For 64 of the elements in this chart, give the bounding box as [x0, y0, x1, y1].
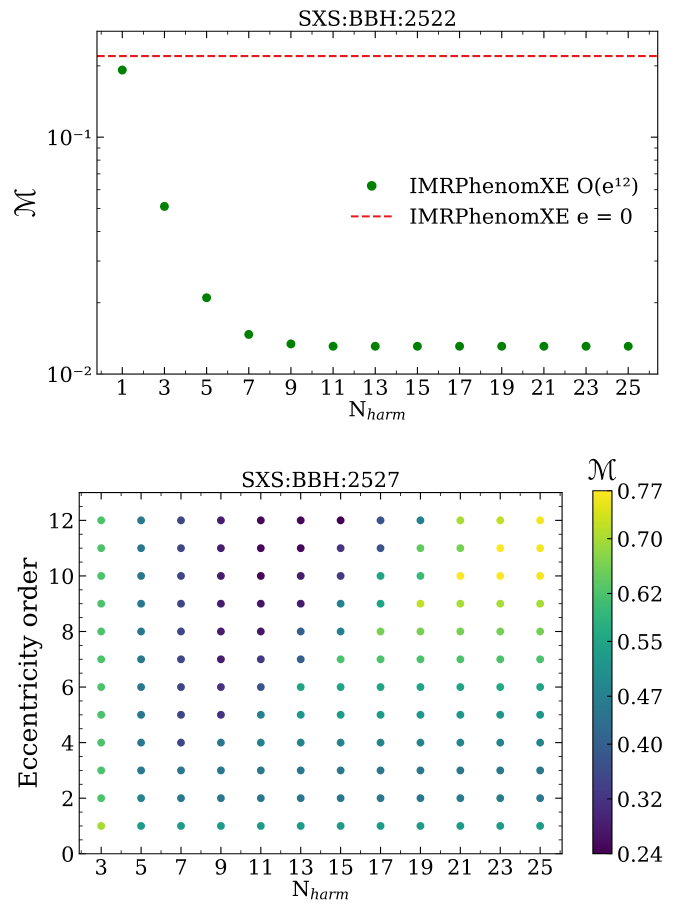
x-tick-label: 1 — [118, 379, 126, 395]
y-tick-label: 6 — [62, 680, 74, 696]
y-axis-title: Eccentricity order — [18, 558, 42, 788]
point — [539, 342, 548, 351]
x-axis-title: N$_{harm}$ — [349, 401, 405, 420]
x-tick-label: 23 — [488, 858, 512, 875]
x-tick-label: 9 — [286, 379, 296, 396]
x-tick-label: 9 — [216, 858, 226, 875]
point — [118, 66, 127, 75]
x-tick-label: 25 — [528, 858, 552, 875]
y-tick-label: 4 — [62, 735, 74, 751]
x-axis-title: N$_{harm}$ — [292, 880, 348, 900]
x-tick-label: 11 — [322, 379, 344, 395]
x-tick-label: 19 — [491, 379, 514, 396]
point — [202, 293, 212, 302]
x-tick-label: 15 — [406, 379, 430, 396]
x-tick-label: 3 — [96, 858, 106, 875]
x-tick-label: 3 — [159, 379, 170, 396]
y-tick-label: 10 — [50, 568, 73, 584]
color-bar-label: 0.32 — [618, 791, 662, 808]
color-bar-label: 0.47 — [618, 688, 662, 704]
point — [328, 342, 338, 351]
x-tick-label: 11 — [250, 858, 272, 874]
point — [624, 342, 633, 351]
color-bar-label: 0.62 — [618, 586, 662, 602]
color-bar-label: 0.70 — [618, 531, 662, 547]
legend-label: IMRPhenomXE e = 0 — [410, 208, 632, 224]
x-tick-label: 7 — [176, 859, 186, 874]
x-tick-label: 7 — [244, 380, 254, 395]
y-tick-label: 0 — [62, 846, 73, 862]
legend-label: IMRPhenomXE O(e¹²) — [410, 177, 638, 196]
color-bar-label: 0.77 — [618, 483, 662, 499]
x-tick-label: 15 — [330, 858, 352, 875]
x-tick-label: 13 — [364, 379, 387, 396]
x-tick-label: 25 — [616, 379, 640, 396]
point — [497, 342, 506, 351]
y-axis-title: ℳ — [14, 188, 36, 217]
x-tick-label: 17 — [370, 858, 392, 874]
point — [455, 342, 464, 351]
x-tick-label: 21 — [532, 379, 554, 395]
x-tick-label: 19 — [410, 858, 432, 875]
point — [582, 342, 591, 351]
color-bar-label: 0.40 — [618, 736, 662, 752]
chart-title: SXS:BBH:2527 — [242, 472, 399, 488]
chart-title: SXS:BBH:2522 — [300, 10, 455, 26]
y-tick-label: 8 — [62, 624, 73, 640]
point — [286, 339, 296, 348]
x-tick-label: 5 — [202, 380, 212, 396]
point — [244, 330, 254, 339]
y-tick-label: 12 — [50, 512, 72, 528]
point — [160, 202, 169, 211]
x-tick-label: 13 — [290, 858, 312, 875]
point — [370, 342, 380, 351]
y-tick-label: 10⁻² — [48, 366, 91, 382]
x-tick-label: 17 — [448, 379, 472, 395]
x-tick-label: 21 — [448, 858, 471, 874]
color-bar-label: 0.55 — [618, 634, 662, 650]
y-tick-label: 2 — [62, 790, 72, 806]
x-tick-label: 5 — [136, 859, 146, 875]
point — [412, 342, 422, 351]
color-bar-title: ℳ — [588, 458, 616, 480]
x-tick-label: 23 — [574, 379, 598, 396]
y-tick-label: 10⁻¹ — [48, 130, 91, 146]
color-bar-label: 0.24 — [618, 846, 662, 862]
